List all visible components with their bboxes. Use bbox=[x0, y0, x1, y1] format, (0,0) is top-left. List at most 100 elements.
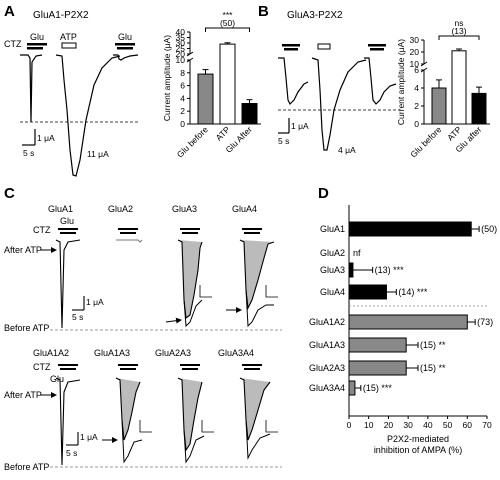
glu-bar bbox=[27, 47, 43, 50]
significance-bracket bbox=[438, 35, 480, 40]
y-tick-label: 40 bbox=[176, 27, 186, 37]
ctz-label: CTZ bbox=[33, 225, 51, 235]
trace-glua1a3-before bbox=[121, 419, 143, 464]
trace-glu-after bbox=[113, 54, 139, 61]
x-axis-label: inhibition of AMPA (%) bbox=[374, 445, 462, 455]
trace-title-glua3: GluA3 bbox=[172, 204, 197, 214]
inset-scale-bar bbox=[201, 420, 214, 433]
significance-bracket bbox=[205, 27, 250, 32]
trace-glu-after bbox=[364, 57, 397, 105]
trace-atp bbox=[311, 57, 367, 151]
trace-title-glua1a2: GluA1A2 bbox=[33, 348, 69, 358]
arrow-glua3 bbox=[165, 317, 182, 324]
y-tick-label: 0 bbox=[180, 119, 185, 129]
y-tick-label: 0 bbox=[414, 119, 419, 129]
inset-scale-bar bbox=[199, 285, 212, 298]
y-tick-label: 20 bbox=[176, 49, 186, 59]
y-tick-label: 10 bbox=[410, 59, 420, 69]
trace-glu-before bbox=[278, 57, 309, 106]
y-tick-label: 8 bbox=[180, 68, 185, 78]
bar-annotation: (15) *** bbox=[363, 383, 393, 393]
glu-bar bbox=[244, 368, 260, 370]
ctz-bar-2 bbox=[368, 44, 386, 47]
panel-a-label: A bbox=[4, 3, 15, 20]
ctz-bar bbox=[180, 364, 200, 366]
y-tick-label: 4 bbox=[414, 83, 419, 93]
trace-glua4 bbox=[239, 239, 275, 310]
x-tick-label: 30 bbox=[403, 420, 413, 430]
x-axis-label: P2X2-mediated bbox=[387, 434, 449, 444]
inset-scale-bar bbox=[139, 420, 152, 433]
glu-bar bbox=[182, 368, 198, 370]
ctz-bar bbox=[27, 43, 47, 46]
panel-b-label: B bbox=[258, 3, 269, 20]
n-label: (50) bbox=[220, 18, 235, 28]
trace-glua1 bbox=[55, 239, 81, 329]
trace-glua2 bbox=[116, 239, 143, 243]
glu-bar bbox=[284, 48, 298, 51]
ctz-bar-2 bbox=[115, 43, 135, 46]
scale-x-label: 5 s bbox=[23, 148, 34, 158]
y-tick-label: 35 bbox=[176, 33, 186, 43]
panel-d-label: D bbox=[318, 185, 329, 202]
glu-bar-2 bbox=[117, 47, 133, 50]
ctz-bar bbox=[58, 228, 78, 230]
category-label: GluA1A3 bbox=[309, 340, 345, 350]
atp-amplitude-label: 4 μA bbox=[338, 145, 356, 155]
bar-glua4 bbox=[348, 284, 387, 300]
before-atp-label: Before ATP bbox=[4, 462, 49, 472]
n-label: (13) bbox=[451, 26, 466, 36]
category-label: GluA4 bbox=[320, 287, 345, 297]
bar-glua3a4 bbox=[348, 380, 356, 396]
y-tick-label: 2 bbox=[180, 106, 185, 116]
after-atp-label: After ATP bbox=[4, 245, 42, 255]
x-tick-label: 0 bbox=[347, 420, 352, 430]
ctz-label: CTZ bbox=[4, 39, 22, 49]
x-tick-label: 20 bbox=[384, 420, 394, 430]
ctz-bar bbox=[118, 364, 138, 366]
y-axis-label: Current amplitude (μA) bbox=[396, 39, 406, 125]
category-label: GluA2 bbox=[320, 248, 345, 258]
bar-glu-before bbox=[431, 87, 447, 125]
bar-glua3 bbox=[348, 262, 354, 278]
glu-bar bbox=[120, 368, 136, 370]
trace-glua2a3-before bbox=[183, 429, 205, 464]
trace-glu-before bbox=[20, 54, 43, 123]
atp-amplitude-label: 11 μA bbox=[87, 149, 109, 159]
bar-annotation: (73) bbox=[477, 317, 493, 327]
glu-bar bbox=[244, 232, 260, 234]
scale-y-label: 1 μA bbox=[80, 432, 98, 442]
trace-title-glua3a4: GluA3A4 bbox=[218, 348, 254, 358]
y-tick-label: 30 bbox=[410, 35, 420, 45]
ctz-bar bbox=[58, 364, 78, 366]
y-tick-label: 6 bbox=[414, 65, 419, 75]
category-label: GluA3A4 bbox=[309, 383, 345, 393]
x-tick-label: Glu before bbox=[408, 124, 443, 159]
x-tick-label: 40 bbox=[423, 420, 433, 430]
ctz-bar bbox=[180, 228, 200, 230]
scale-x-label: 5 s bbox=[66, 448, 77, 458]
category-label: GluA1A2 bbox=[309, 317, 345, 327]
category-label: GluA2A3 bbox=[309, 363, 345, 373]
trace-title-glua2a3: GluA2A3 bbox=[155, 348, 191, 358]
panel-b-title: GluA3-P2X2 bbox=[287, 10, 343, 21]
scale-y-label: 1 μA bbox=[86, 297, 104, 307]
bar-glu-after bbox=[241, 103, 258, 125]
trace-atp bbox=[55, 54, 121, 177]
bar-glu-after bbox=[471, 92, 487, 125]
bar-glua1a3 bbox=[348, 337, 407, 353]
trace-glua3a4 bbox=[239, 377, 271, 441]
x-tick-label: Glu before bbox=[175, 124, 210, 159]
y-tick-label: 25 bbox=[176, 44, 186, 54]
bar-glua1a2 bbox=[348, 314, 468, 330]
panel-c-label: C bbox=[4, 185, 15, 202]
trace-title-glua1: GluA1 bbox=[48, 204, 73, 214]
glu-bar bbox=[182, 232, 198, 234]
bar-glua1 bbox=[348, 221, 472, 237]
category-label: GluA3 bbox=[320, 265, 345, 275]
bar-annotation: (13) *** bbox=[375, 265, 405, 275]
y-tick-label: 6 bbox=[180, 81, 185, 91]
bar-glua2a3 bbox=[348, 360, 407, 376]
y-axis-label: Current amplitude (μA) bbox=[162, 35, 172, 121]
